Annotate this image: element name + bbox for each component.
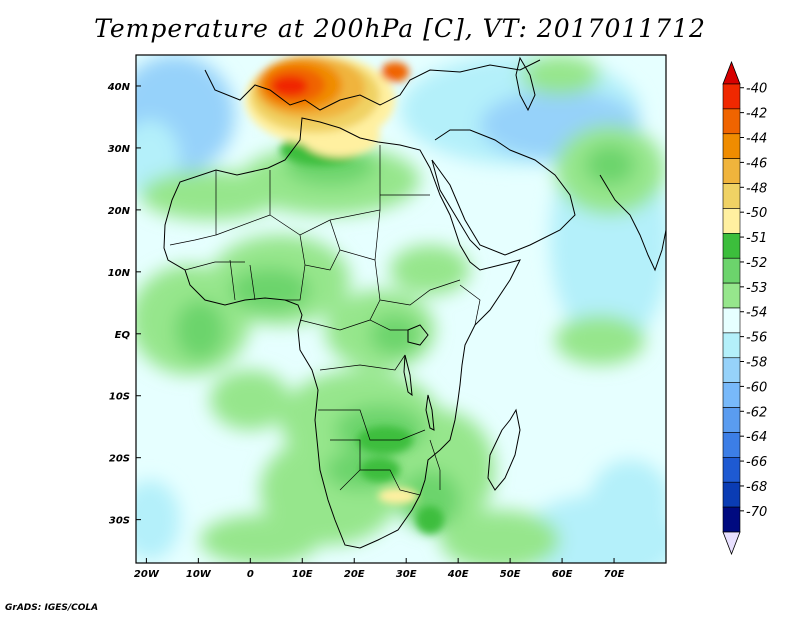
lon-label: 10E	[292, 569, 313, 580]
colorbar-label: -52	[746, 256, 767, 271]
colorbar-label: -60	[746, 380, 767, 395]
arabia-coastline	[431, 129, 576, 256]
lon-label: 40E	[447, 569, 469, 580]
red-sea-coast	[431, 159, 481, 251]
colorbar-swatch	[722, 332, 741, 359]
colorbar-top-arrow	[722, 60, 741, 85]
lon-label: 50E	[500, 569, 521, 580]
grads-credit: GrADS: IGES/COLA	[5, 603, 99, 613]
colorbar: -40 -42 -44 -46 -48 -50 -51 -52 -53 -54 -56 -58 -60 -…	[722, 60, 767, 556]
colorbar-label: -40	[746, 82, 767, 97]
lon-label: 70E	[604, 569, 625, 580]
lon-label: 20E	[344, 569, 365, 580]
colorbar-swatch	[722, 282, 741, 309]
lake-victoria	[407, 324, 429, 346]
colorbar-swatch	[722, 133, 741, 159]
country-borders	[169, 145, 481, 496]
lat-label: 30N	[108, 144, 131, 155]
europe-coastline	[204, 59, 541, 111]
colorbar-swatch	[722, 108, 741, 135]
madagascar-coastline	[487, 408, 521, 491]
colorbar-swatch	[722, 481, 741, 508]
temperature-field	[136, 55, 666, 563]
lat-label: 10S	[109, 392, 130, 403]
lake-malawi	[425, 394, 435, 431]
colorbar-swatch	[722, 158, 741, 184]
colorbar-swatch	[722, 307, 741, 334]
colorbar-swatch	[722, 83, 741, 110]
colorbar-label: -70	[746, 505, 767, 520]
colorbar-label: -42	[746, 107, 767, 122]
coastlines	[163, 56, 666, 549]
colorbar-label: -44	[746, 132, 767, 147]
colorbar-swatch	[722, 208, 741, 234]
colorbar-label: -66	[746, 455, 767, 470]
colorbar-swatch	[722, 407, 741, 433]
colorbar-swatch	[722, 257, 741, 284]
africa-coastline	[163, 117, 521, 549]
lat-label: 40N	[107, 82, 131, 93]
lon-label: 10W	[186, 569, 212, 580]
colorbar-swatch	[722, 506, 741, 533]
caspian-coastline	[515, 56, 536, 112]
colorbar-label: -64	[746, 430, 767, 445]
colorbar-swatch	[722, 233, 741, 259]
colorbar-label: -51	[746, 231, 767, 246]
colorbar-label: -48	[746, 181, 767, 196]
lon-label: 60E	[552, 569, 573, 580]
map-frame	[135, 54, 667, 564]
colorbar-label: -56	[746, 331, 767, 346]
colorbar-label: -53	[746, 281, 767, 296]
colorbar-swatch	[722, 432, 741, 458]
colorbar-bottom-arrow	[722, 531, 741, 556]
colorbar-swatch	[722, 457, 741, 483]
lat-label: 20S	[109, 454, 130, 465]
lat-label: 30S	[109, 516, 130, 527]
colorbar-label: -54	[746, 306, 767, 321]
colorbar-swatch	[722, 183, 741, 209]
lon-label: 0	[247, 569, 254, 580]
colorbar-label: -50	[746, 206, 767, 221]
india-coastline	[599, 174, 666, 272]
longitude-axis: 20W 10W 0 10E 20E 30E 40E 50E 60E 70E	[134, 558, 625, 580]
latitude-axis: 40N 30N 20N 10N EQ 10S 20S 30S	[107, 82, 141, 527]
colorbar-label: -62	[746, 405, 767, 420]
colorbar-label: -58	[746, 356, 767, 371]
colorbar-swatch	[722, 382, 741, 408]
colorbar-label: -68	[746, 480, 767, 495]
map-title: Temperature at 200hPa [C], VT: 201701171…	[94, 14, 706, 43]
lat-label: EQ	[115, 330, 131, 341]
lat-label: 20N	[108, 206, 131, 217]
lake-tanganyika	[403, 354, 413, 397]
lat-label: 10N	[108, 268, 131, 279]
lon-label: 30E	[396, 569, 417, 580]
colorbar-swatch	[722, 357, 741, 383]
colorbar-label: -46	[746, 156, 767, 171]
lon-label: 20W	[134, 569, 160, 580]
